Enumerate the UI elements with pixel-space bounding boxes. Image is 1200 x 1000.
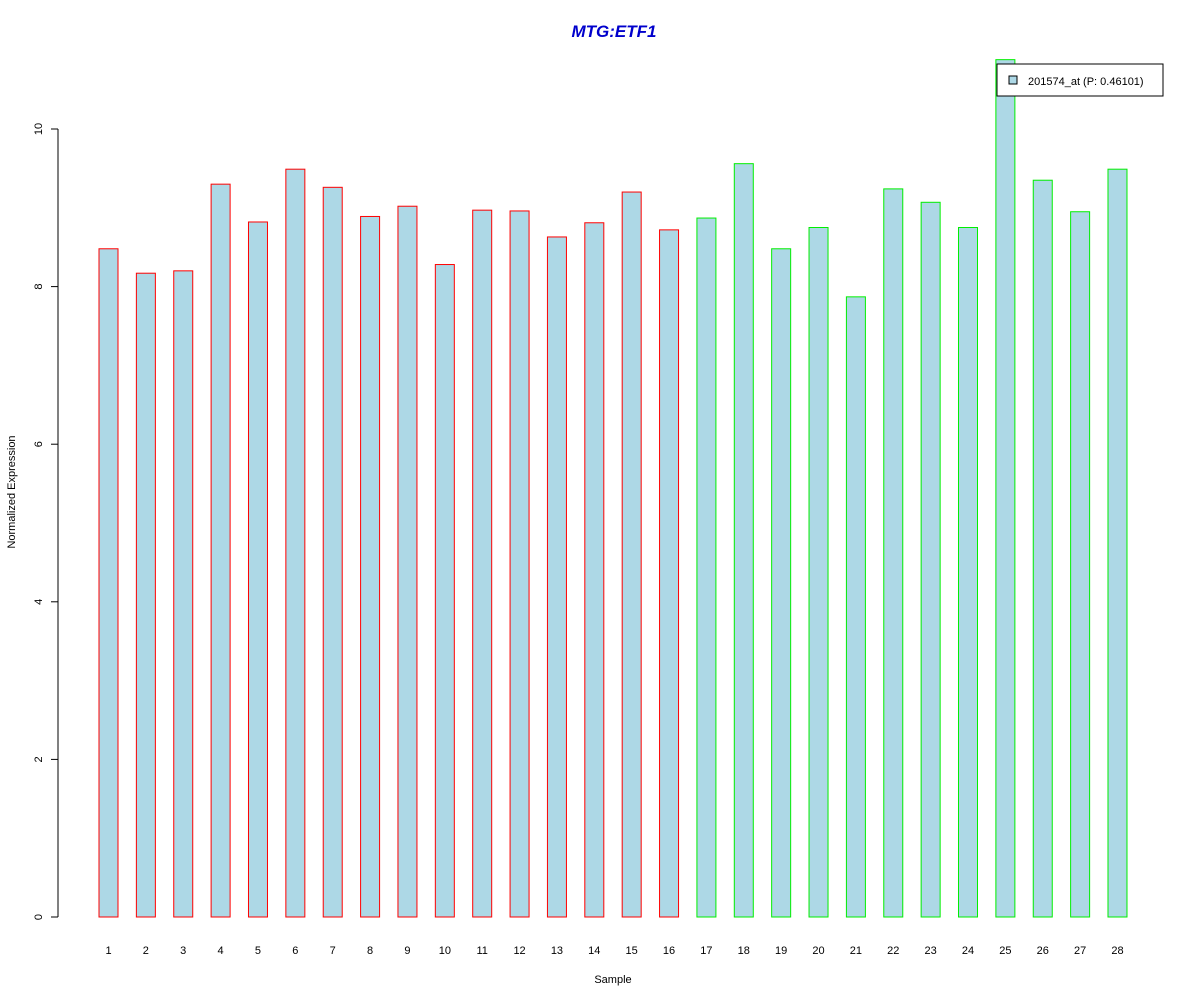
bar-sample-17 [696, 217, 717, 918]
bar-sample-12 [509, 210, 530, 918]
legend-box [996, 63, 1164, 97]
y-axis-label: Normalized Expression [6, 435, 18, 548]
x-axis-tick-label: 6 [292, 945, 298, 957]
bar-sample-23 [920, 201, 941, 918]
bar-sample-6 [285, 168, 306, 918]
bar-sample-22 [883, 188, 904, 918]
x-axis-tick-label: 22 [887, 945, 899, 957]
x-axis-tick-label: 14 [588, 945, 600, 957]
x-axis-tick-labels: 1 2 3 4 5 6 7 8 9 10 11 12 13 14 15 16 17 18 19 20 21 22 23 24 2… [105, 945, 1123, 957]
bar-sample-27 [1070, 211, 1091, 918]
y-axis-tick-label: 0 [33, 914, 45, 920]
bar-sample-20 [808, 227, 829, 918]
x-axis-tick-label: 4 [218, 945, 224, 957]
bar-sample-25 [995, 59, 1016, 918]
bar-sample-10 [434, 264, 455, 918]
y-axis-tick-label: 4 [33, 599, 45, 605]
bar-sample-15 [621, 191, 642, 918]
x-axis-label: Sample [594, 974, 631, 986]
x-axis-tick-label: 15 [626, 945, 638, 957]
x-axis-tick-label: 25 [999, 945, 1011, 957]
y-axis-tick-label: 10 [33, 123, 45, 135]
x-axis-tick-label: 9 [404, 945, 410, 957]
bar-sample-1 [98, 248, 119, 918]
x-axis-tick-label: 8 [367, 945, 373, 957]
bar-sample-14 [584, 222, 605, 918]
x-axis-tick-label: 5 [255, 945, 261, 957]
bar-sample-7 [322, 186, 343, 918]
y-axis-tick-label: 6 [33, 441, 45, 447]
x-axis-tick-label: 19 [775, 945, 787, 957]
x-axis-tick-label: 18 [738, 945, 750, 957]
bar-sample-9 [397, 205, 418, 918]
y-axis-tick-label: 8 [33, 284, 45, 290]
bar-sample-8 [360, 215, 381, 918]
y-axis: 0 2 4 6 8 10 [33, 123, 59, 920]
x-axis-tick-label: 16 [663, 945, 675, 957]
bar-sample-5 [247, 221, 268, 918]
x-axis-tick-label: 1 [105, 945, 111, 957]
bar-sample-26 [1032, 179, 1053, 918]
bar-sample-24 [958, 227, 979, 918]
bar-sample-18 [733, 163, 754, 918]
bar-sample-13 [546, 236, 567, 918]
bar-sample-4 [210, 183, 231, 918]
chart-title: MTG:ETF1 [572, 22, 657, 41]
x-axis-tick-label: 24 [962, 945, 974, 957]
legend: 201574_at (P: 0.46101) [996, 63, 1164, 97]
x-axis-tick-label: 10 [439, 945, 451, 957]
bar-series [98, 59, 1128, 918]
x-axis-tick-label: 23 [925, 945, 937, 957]
x-axis-tick-label: 21 [850, 945, 862, 957]
x-axis-tick-label: 27 [1074, 945, 1086, 957]
bar-sample-21 [845, 296, 866, 918]
y-axis-tick-label: 2 [33, 756, 45, 762]
legend-swatch [1008, 75, 1018, 85]
x-axis-tick-label: 7 [330, 945, 336, 957]
bar-sample-19 [771, 248, 792, 918]
x-axis-tick-label: 2 [143, 945, 149, 957]
x-axis-tick-label: 17 [700, 945, 712, 957]
bar-sample-16 [659, 229, 680, 918]
bar-sample-3 [173, 270, 194, 918]
bar-sample-28 [1107, 168, 1128, 918]
legend-entry: 201574_at (P: 0.46101) [1028, 76, 1144, 88]
bar-sample-2 [135, 272, 156, 918]
x-axis-tick-label: 28 [1111, 945, 1123, 957]
x-axis-tick-label: 26 [1037, 945, 1049, 957]
x-axis-tick-label: 20 [812, 945, 824, 957]
x-axis-tick-label: 11 [476, 945, 487, 957]
x-axis-tick-label: 13 [551, 945, 563, 957]
x-axis-tick-label: 12 [513, 945, 525, 957]
bar-sample-11 [472, 209, 493, 918]
x-axis-tick-label: 3 [180, 945, 186, 957]
